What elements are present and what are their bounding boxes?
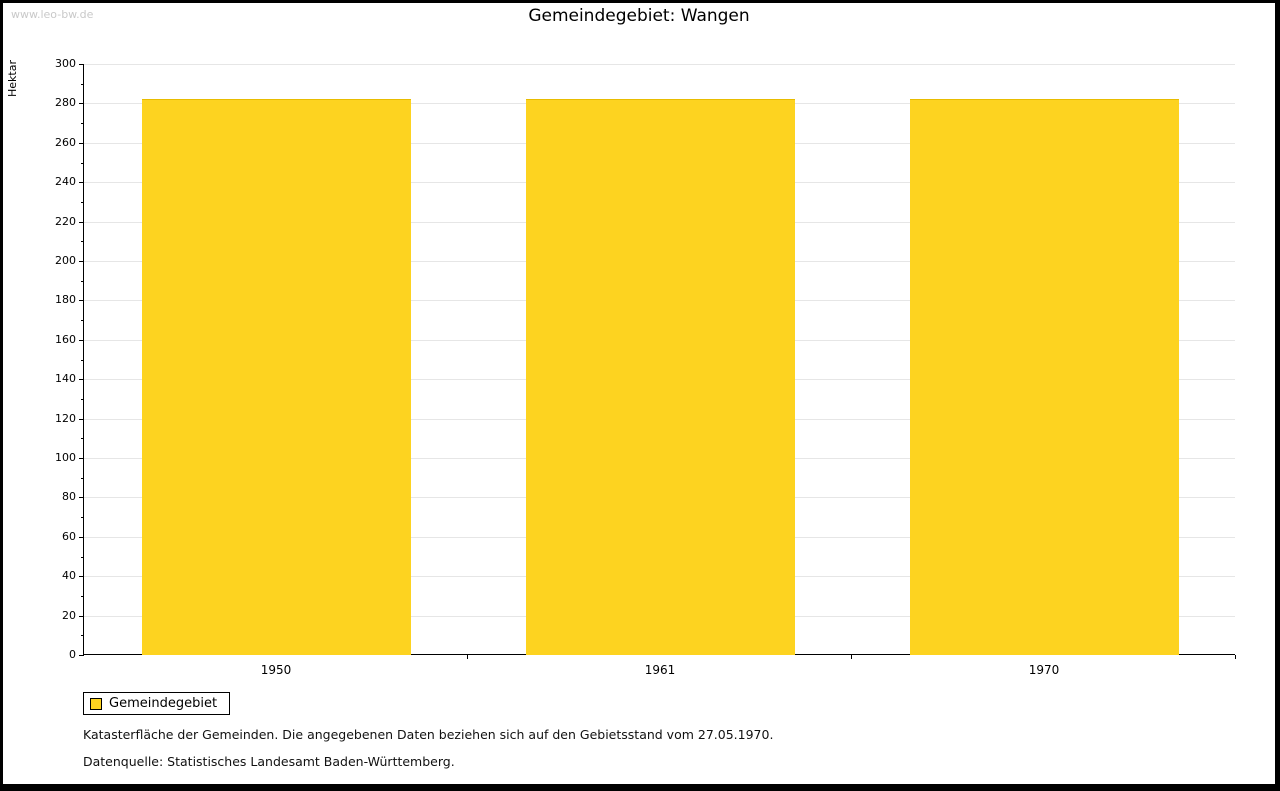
y-axis-tick-label: 140 (55, 372, 76, 386)
y-axis-minor-tick (81, 398, 84, 400)
y-axis-minor-tick (81, 517, 84, 519)
bar-1970 (910, 99, 1179, 655)
y-axis-tick-label: 60 (62, 529, 76, 543)
bar-1961 (526, 99, 795, 655)
y-axis-tick-label: 100 (55, 451, 76, 464)
footnote-1: Katasterfläche der Gemeinden. Die angege… (83, 727, 774, 742)
y-axis-tick (79, 615, 84, 617)
y-axis-tick (79, 64, 84, 65)
y-axis-tick (79, 182, 84, 184)
y-axis-tick (79, 103, 84, 105)
plot-area: 0 20 40 60 80 100 120 140 160 180 200 220 240 260 280 3… (55, 57, 1236, 677)
y-axis-tick (79, 418, 84, 420)
y-axis-tick-label: 180 (55, 293, 76, 307)
y-axis-tick-label: 200 (55, 254, 76, 267)
y-axis-tick (79, 221, 84, 223)
y-axis-tick-label: 80 (62, 490, 76, 504)
footnote-2: Datenquelle: Statistisches Landesamt Bad… (83, 754, 455, 769)
y-axis-minor-tick (81, 162, 84, 164)
y-axis-tick (79, 497, 84, 499)
y-axis-minor-tick (81, 201, 84, 203)
x-axis-category-label: 1950 (260, 663, 292, 677)
y-axis-minor-tick (81, 595, 84, 597)
y-axis-tick (79, 142, 84, 144)
y-axis-minor-tick (81, 635, 84, 637)
y-axis-tick-label: 0 (69, 648, 76, 661)
x-axis-tick (1235, 655, 1236, 659)
watermark: www.leo-bw.de (11, 8, 94, 21)
y-axis-tick-label: 280 (55, 96, 76, 110)
legend-color-swatch (90, 697, 102, 710)
y-axis-minor-tick (81, 123, 84, 125)
y-axis-minor-tick (81, 438, 84, 440)
y-axis-tick (79, 536, 84, 538)
y-axis-tick (79, 339, 84, 341)
y-axis-tick-label: 160 (55, 332, 76, 346)
y-axis-title: Hektar (6, 60, 19, 97)
y-axis-tick-label: 240 (55, 175, 76, 189)
legend: Gemeindegebiet (83, 692, 231, 715)
bar-1950 (142, 99, 411, 655)
y-axis-minor-tick (81, 556, 84, 558)
y-axis-tick-label: 40 (62, 569, 76, 583)
y-axis-tick-label: 20 (62, 608, 76, 622)
y-axis-minor-tick (81, 359, 84, 361)
chart-title: Gemeindegebiet: Wangen (528, 6, 750, 26)
x-axis-tick (851, 655, 852, 659)
y-axis-minor-tick (81, 477, 84, 479)
y-axis-tick-label: 300 (55, 57, 76, 70)
y-axis-minor-tick (81, 83, 84, 85)
y-axis-tick-label: 120 (55, 411, 76, 425)
y-axis-minor-tick (81, 280, 84, 282)
y-axis-tick (79, 261, 84, 262)
y-axis-tick (79, 458, 84, 459)
x-axis-category-label: 1970 (1028, 663, 1060, 677)
x-axis-tick (467, 655, 468, 659)
x-axis-category-label: 1961 (644, 663, 676, 677)
y-axis-minor-tick (81, 320, 84, 322)
y-axis-tick (79, 576, 84, 578)
y-axis-tick-label: 220 (55, 214, 76, 228)
y-axis-tick (79, 379, 84, 381)
y-axis-minor-tick (81, 241, 84, 243)
y-axis-tick (79, 300, 84, 302)
gridline (84, 64, 1235, 65)
y-axis-tick-label: 260 (55, 135, 76, 149)
legend-label: Gemeindegebiet (109, 696, 218, 711)
y-axis-tick (79, 655, 84, 656)
